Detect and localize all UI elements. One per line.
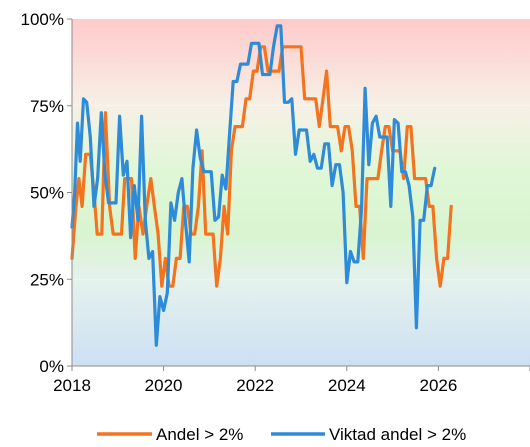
series-line-1 xyxy=(70,45,453,288)
band-boundaries xyxy=(72,105,530,280)
y-tick-label: 100% xyxy=(21,10,64,29)
plot-background xyxy=(72,19,530,366)
x-tick-label: 2022 xyxy=(236,376,274,395)
y-tick-label: 25% xyxy=(30,270,64,289)
legend-label-1: Andel > 2% xyxy=(156,425,243,444)
x-tick-label: 2018 xyxy=(53,376,91,395)
y-tick-label: 50% xyxy=(30,184,64,203)
legend-label-2: Viktad andel > 2% xyxy=(329,425,466,444)
legend: Andel > 2% Viktad andel > 2% xyxy=(97,425,466,444)
x-tick-label: 2020 xyxy=(145,376,183,395)
axes: 0% 25% 50% 75% 100% 2018 2020 2022 2024 2026 xyxy=(21,10,530,395)
plot-area xyxy=(72,19,530,366)
y-tick-label: 75% xyxy=(30,97,64,116)
x-tick-label: 2026 xyxy=(419,376,457,395)
x-tick-label: 2024 xyxy=(328,376,366,395)
y-tick-label: 0% xyxy=(39,357,64,376)
series-layer xyxy=(70,24,453,347)
series-line-2 xyxy=(70,24,437,347)
